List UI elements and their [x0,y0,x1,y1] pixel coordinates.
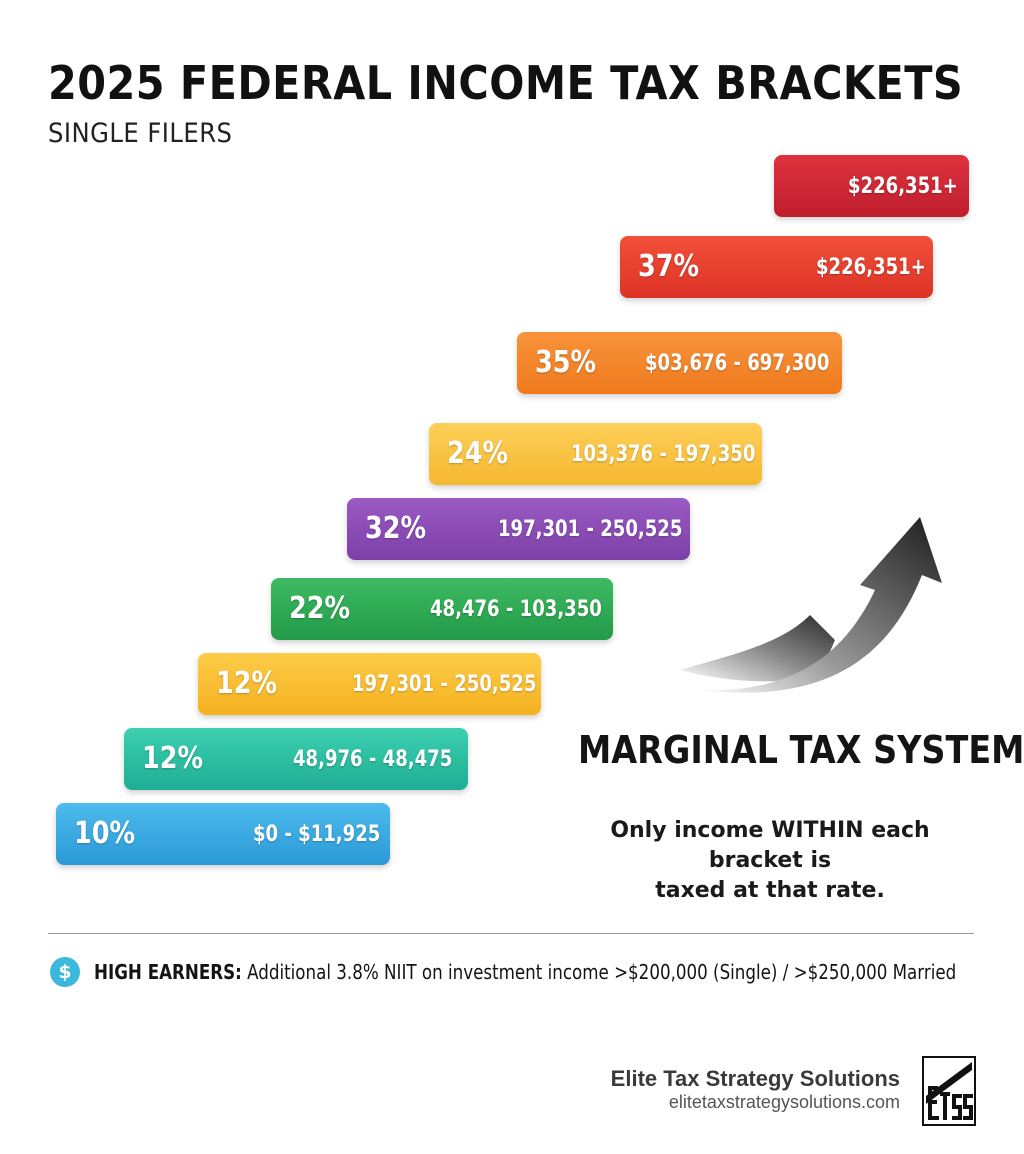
bracket-rate: 37% [638,249,700,284]
divider [48,933,974,934]
bracket-bar: $226,351+ [774,155,969,217]
bracket-bar: 35% $03,676 - 697,300 [517,332,842,394]
bracket-range: 103,376 - 197,350 [571,442,756,467]
page-subtitle: SINGLE FILERS [48,118,233,149]
high-earners-lead: HIGH EARNERS: [94,960,242,984]
bracket-rate: 10% [74,816,136,851]
bracket-rate: 35% [535,345,597,380]
bracket-bar: 22% 48,476 - 103,350 [271,578,613,640]
bracket-rate: 32% [365,511,427,546]
bracket-bar: 32% 197,301 - 250,525 [347,498,690,560]
etss-logo-icon [922,1056,976,1126]
bracket-rate: 12% [142,741,204,776]
bracket-rate: 22% [289,591,351,626]
bracket-range: $226,351+ [848,174,958,199]
bracket-bar: 10% $0 - $11,925 [56,803,390,865]
high-earners-note: HIGH EARNERS: Additional 3.8% NIIT on in… [94,960,956,984]
bracket-range: 197,301 - 250,525 [498,517,683,542]
bracket-bar: 37% $226,351+ [620,236,933,298]
marginal-heading: MARGINAL TAX SYSTEM [578,728,1024,772]
bracket-bar: 24% 103,376 - 197,350 [429,423,762,485]
bracket-bar: 12% 48,976 - 48,475 [124,728,468,790]
brand-url: elitetaxstrategysolutions.com [668,1092,900,1112]
marginal-note-line: Only income WITHIN each bracket is [610,818,930,873]
dollar-icon: $ [50,957,80,987]
bracket-range: $226,351+ [816,255,926,280]
upward-arrow-icon [680,517,942,693]
bracket-rate: 12% [216,666,278,701]
bracket-range: $03,676 - 697,300 [645,351,830,376]
brand-name: Elite Tax Strategy Solutions [610,1066,900,1091]
high-earners-text: Additional 3.8% NIIT on investment incom… [241,960,957,984]
marginal-note: Only income WITHIN each bracket is taxed… [560,816,980,906]
bracket-rate: 24% [447,436,509,471]
page-title: 2025 FEDERAL INCOME TAX BRACKETS [48,56,964,110]
bracket-range: 197,301 - 250,525 [352,672,537,697]
marginal-note-line: taxed at that rate. [655,878,885,903]
bracket-range: $0 - $11,925 [253,822,381,847]
bracket-range: 48,976 - 48,475 [293,747,453,772]
bracket-bar: 12% 197,301 - 250,525 [198,653,541,715]
bracket-range: 48,476 - 103,350 [430,597,602,622]
